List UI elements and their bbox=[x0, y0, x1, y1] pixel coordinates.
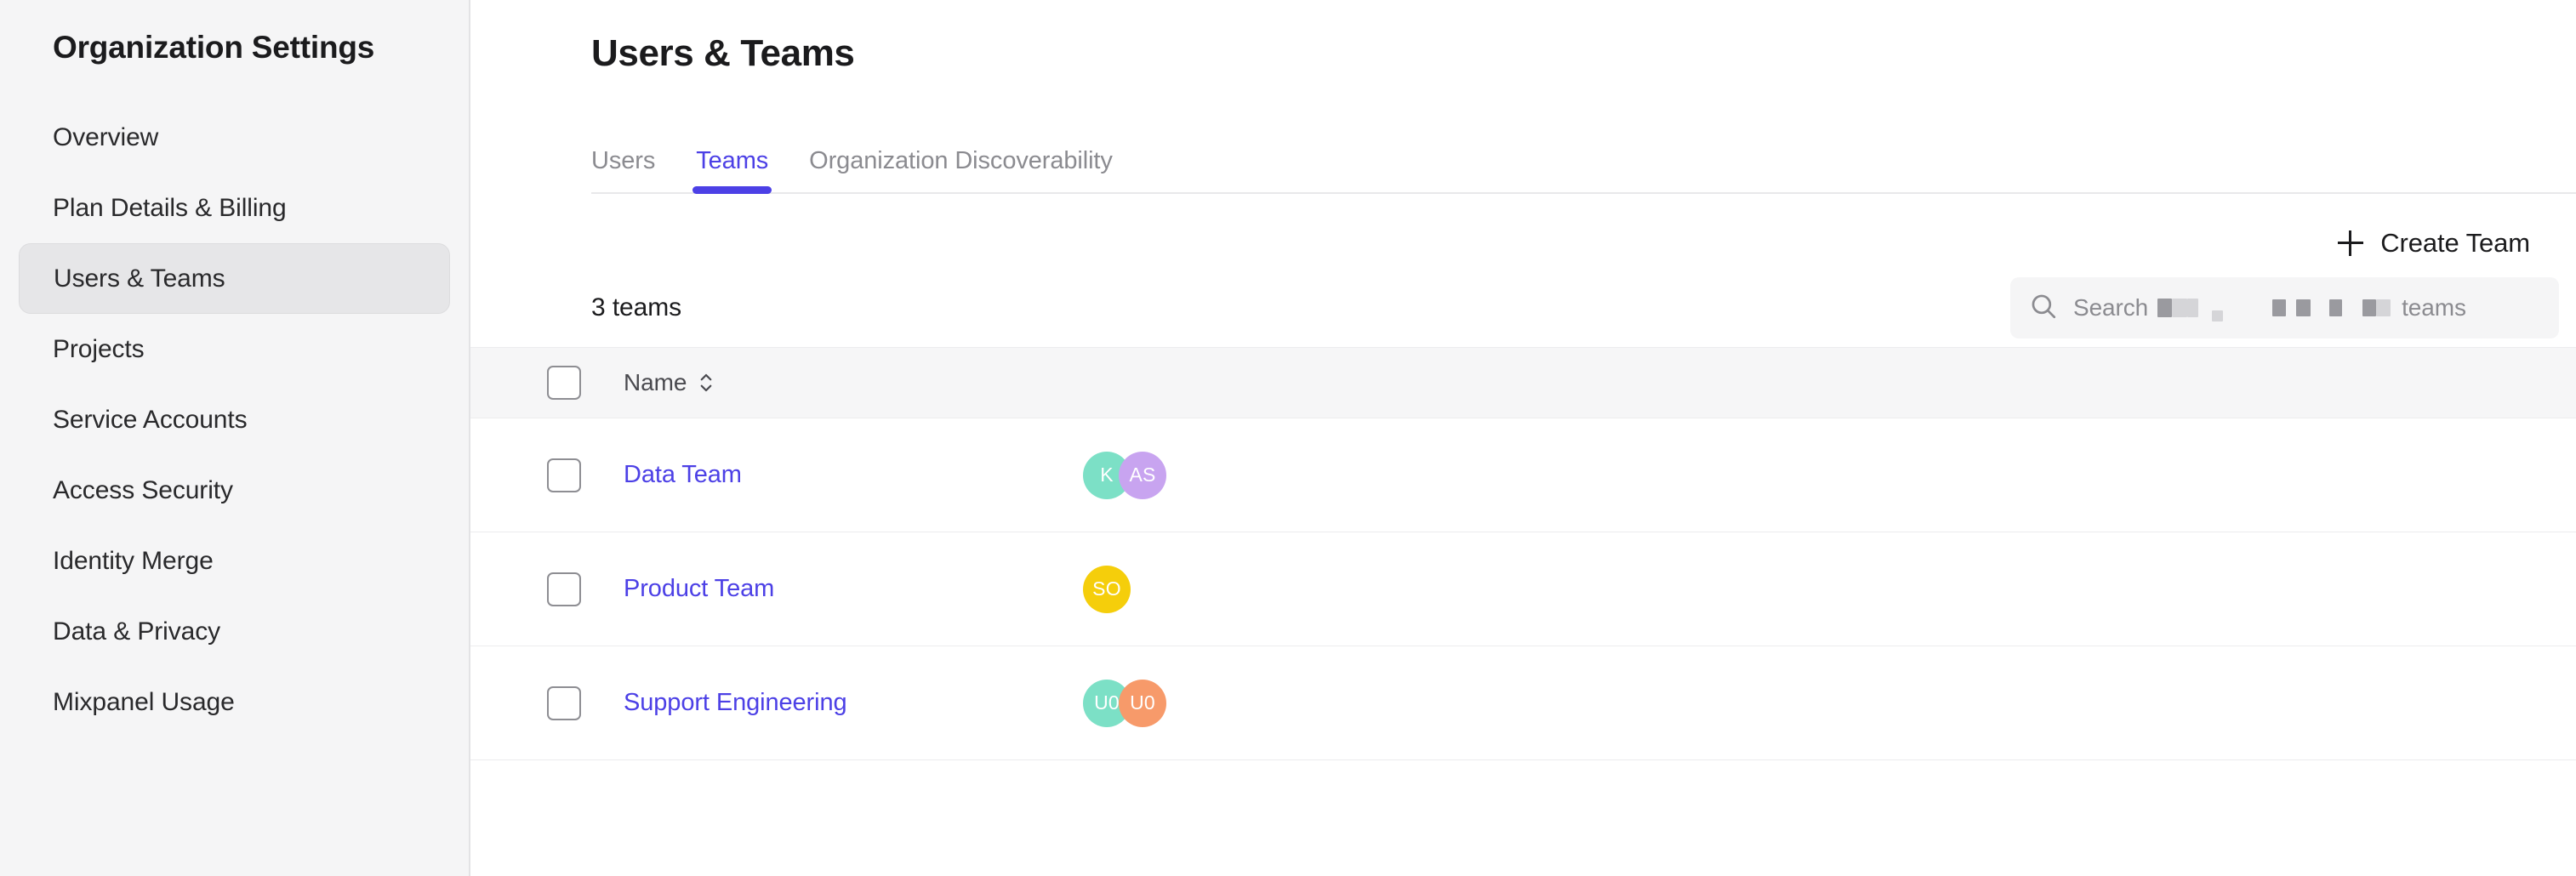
row-name-cell: Product Team bbox=[624, 575, 1083, 603]
redacted-glyph bbox=[2157, 299, 2173, 317]
row-members-cell: K AS bbox=[1083, 451, 2576, 499]
tab-label: Teams bbox=[696, 147, 769, 174]
tab-label: Users bbox=[591, 147, 656, 174]
avatar-group: SO bbox=[1083, 565, 1131, 613]
sidebar-item-identity-merge[interactable]: Identity Merge bbox=[19, 526, 450, 596]
sidebar-item-service-accounts[interactable]: Service Accounts bbox=[19, 384, 450, 455]
row-members-cell: SO bbox=[1083, 565, 2576, 613]
sidebar-title: Organization Settings bbox=[53, 30, 375, 65]
teams-table-header: Name bbox=[470, 347, 2576, 418]
row-name-cell: Data Team bbox=[624, 461, 1083, 489]
sidebar-item-plan-details-billing[interactable]: Plan Details & Billing bbox=[19, 173, 450, 243]
plus-icon bbox=[2338, 230, 2364, 256]
redacted-glyph bbox=[2376, 299, 2391, 316]
create-team-row: Create Team bbox=[470, 225, 2576, 262]
search-placeholder-suffix: teams bbox=[2402, 294, 2466, 321]
teams-toolbar: 3 teams Search bbox=[470, 277, 2576, 338]
search-placeholder-prefix: Search bbox=[2073, 294, 2149, 321]
team-name-link[interactable]: Support Engineering bbox=[624, 689, 847, 716]
row-members-cell: U0 U0 bbox=[1083, 679, 2576, 727]
tab-bar: Users Teams Organization Discoverability bbox=[591, 128, 2576, 194]
sort-chevron-icon[interactable] bbox=[698, 370, 714, 395]
sidebar-nav: Overview Plan Details & Billing Users & … bbox=[0, 102, 469, 737]
redacted-glyph bbox=[2212, 310, 2224, 321]
row-select-cell bbox=[470, 458, 624, 492]
team-name-link[interactable]: Data Team bbox=[624, 461, 742, 488]
column-header-label: Name bbox=[624, 369, 687, 395]
sidebar-item-label: Data & Privacy bbox=[53, 617, 220, 646]
row-name-cell: Support Engineering bbox=[624, 689, 1083, 717]
sidebar-item-data-privacy[interactable]: Data & Privacy bbox=[19, 596, 450, 667]
redacted-glyph bbox=[2172, 299, 2188, 317]
sidebar-item-label: Access Security bbox=[53, 475, 233, 504]
sidebar-item-label: Service Accounts bbox=[53, 405, 248, 434]
row-select-cell bbox=[470, 685, 624, 720]
redacted-glyph bbox=[2296, 299, 2311, 316]
sidebar-item-access-security[interactable]: Access Security bbox=[19, 455, 450, 526]
table-row[interactable]: Support Engineering U0 U0 bbox=[470, 646, 2576, 760]
settings-sidebar: Organization Settings Overview Plan Deta… bbox=[0, 0, 470, 876]
avatar-group: K AS bbox=[1083, 451, 1166, 499]
tab-teams[interactable]: Teams bbox=[692, 147, 772, 194]
search-icon bbox=[2029, 292, 2058, 325]
avatar-group: U0 U0 bbox=[1083, 679, 1166, 727]
sidebar-item-label: Identity Merge bbox=[53, 546, 214, 575]
redacted-glyph bbox=[2362, 299, 2377, 316]
team-name-link[interactable]: Product Team bbox=[624, 575, 775, 602]
redacted-glyph bbox=[2272, 299, 2287, 316]
sidebar-item-label: Mixpanel Usage bbox=[53, 687, 235, 716]
search-placeholder-text: Search teams bbox=[2073, 294, 2466, 321]
row-checkbox[interactable] bbox=[547, 458, 581, 492]
row-checkbox[interactable] bbox=[547, 685, 581, 720]
avatar[interactable]: U0 bbox=[1119, 679, 1166, 727]
create-team-button[interactable]: Create Team bbox=[2333, 225, 2535, 262]
main-content: Users & Teams Users Teams Organization D… bbox=[470, 0, 2576, 876]
column-header-name[interactable]: Name bbox=[624, 369, 1083, 396]
sidebar-item-projects[interactable]: Projects bbox=[19, 314, 450, 384]
sidebar-item-label: Overview bbox=[53, 122, 159, 151]
row-select-cell bbox=[470, 572, 624, 606]
tab-users[interactable]: Users bbox=[591, 149, 655, 192]
select-all-cell bbox=[470, 366, 624, 400]
teams-table: Name Data Team bbox=[470, 347, 2576, 760]
redacted-glyph bbox=[2329, 299, 2343, 316]
table-row[interactable]: Product Team SO bbox=[470, 532, 2576, 646]
sidebar-item-label: Users & Teams bbox=[54, 264, 225, 293]
table-row[interactable]: Data Team K AS bbox=[470, 418, 2576, 532]
sidebar-item-users-teams[interactable]: Users & Teams bbox=[19, 243, 450, 315]
avatar[interactable]: AS bbox=[1119, 451, 1166, 499]
team-count-label: 3 teams bbox=[591, 293, 682, 321]
page-title: Users & Teams bbox=[591, 32, 855, 74]
tab-organization-discoverability[interactable]: Organization Discoverability bbox=[809, 149, 1113, 192]
create-team-label: Create Team bbox=[2380, 228, 2530, 258]
redacted-glyph bbox=[2187, 299, 2199, 317]
sidebar-item-label: Projects bbox=[53, 334, 145, 363]
tab-label: Organization Discoverability bbox=[809, 147, 1113, 174]
sidebar-item-overview[interactable]: Overview bbox=[19, 102, 450, 173]
avatar[interactable]: SO bbox=[1083, 565, 1131, 613]
select-all-checkbox[interactable] bbox=[547, 366, 581, 400]
sidebar-item-label: Plan Details & Billing bbox=[53, 193, 287, 222]
sidebar-item-mixpanel-usage[interactable]: Mixpanel Usage bbox=[19, 667, 450, 737]
search-teams-input[interactable]: Search teams bbox=[2010, 277, 2559, 338]
row-checkbox[interactable] bbox=[547, 572, 581, 606]
